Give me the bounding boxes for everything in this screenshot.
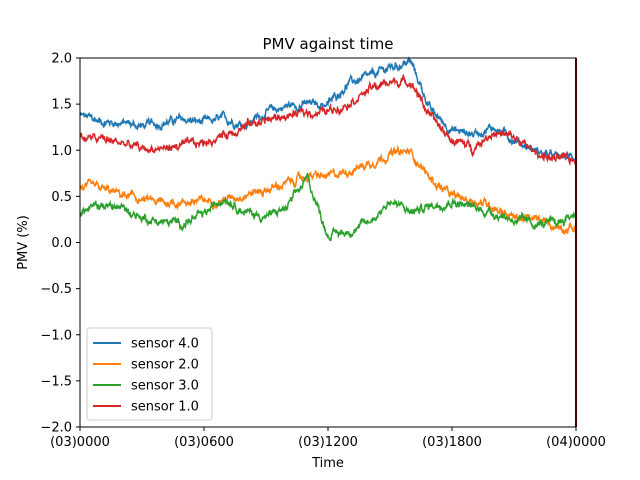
y-axis-title: PMV (%) (16, 215, 31, 270)
y-axis: −2.0 −1.5 −1.0 −0.5 0.0 0.5 1.0 1.5 2.0 (40, 52, 80, 436)
series-line-2 (79, 144, 577, 236)
chart-title: PMV against time (263, 35, 394, 53)
series-line-4 (79, 74, 577, 167)
y-tick-label: −1.5 (40, 374, 72, 389)
y-tick-label: −2.0 (40, 421, 72, 436)
legend-label: sensor 1.0 (131, 400, 199, 415)
series-line-1 (79, 56, 577, 164)
legend-box (86, 327, 213, 421)
legend: sensor 4.0 sensor 2.0 sensor 3.0 sensor 1.0 (86, 327, 213, 421)
x-axis: (03)0000 (03)0600 (03)1200 (03)1800 (04)0000 (50, 427, 606, 450)
y-tick-label: 1.5 (51, 98, 72, 113)
legend-label: sensor 4.0 (131, 337, 199, 352)
y-tick-label: 0.5 (51, 190, 72, 205)
legend-label: sensor 2.0 (131, 358, 199, 373)
x-tick-label: (03)1800 (422, 435, 482, 450)
series-line-3 (79, 172, 577, 242)
y-tick-label: 2.0 (51, 52, 72, 67)
x-tick-label: (03)0600 (174, 435, 234, 450)
y-tick-label: −1.0 (40, 328, 72, 343)
y-tick-label: −0.5 (40, 282, 72, 297)
x-tick-label: (04)0000 (546, 435, 606, 450)
series-layer (79, 56, 577, 242)
x-tick-label: (03)0000 (50, 435, 110, 450)
y-tick-label: 0.0 (51, 236, 72, 251)
x-tick-label: (03)1200 (298, 435, 358, 450)
y-tick-label: 1.0 (51, 144, 72, 159)
legend-label: sensor 3.0 (131, 379, 199, 394)
x-axis-title: Time (311, 456, 344, 471)
